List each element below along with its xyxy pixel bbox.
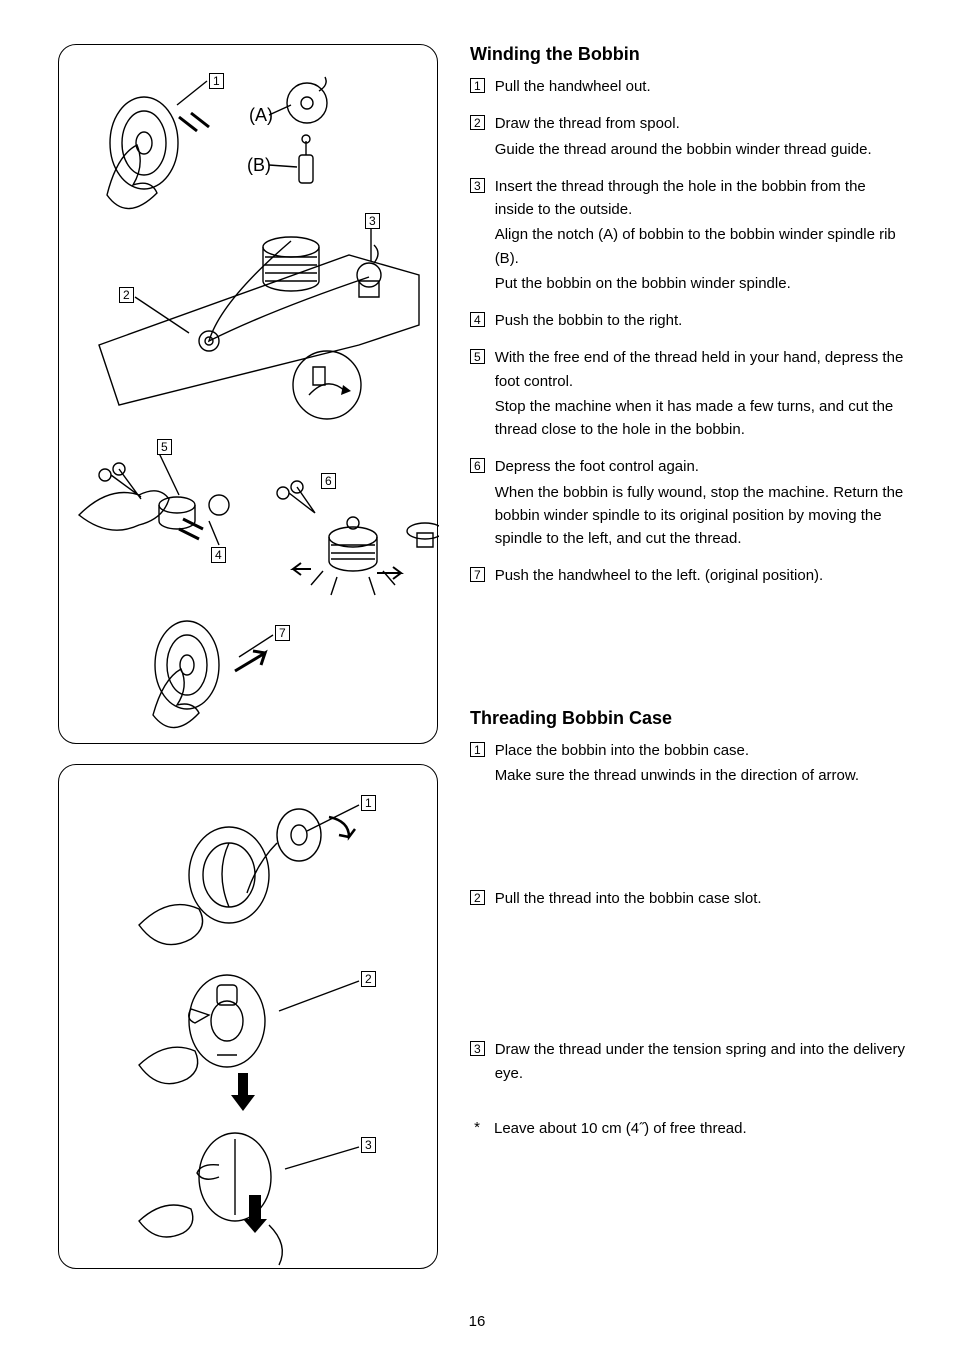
right-column: Winding the Bobbin 1 Pull the handwheel … bbox=[470, 44, 906, 1328]
step-text: Pull the handwheel out. bbox=[495, 75, 651, 98]
step-text: Depress the foot control again. When the… bbox=[495, 455, 906, 550]
step-text: Push the handwheel to the left. (origina… bbox=[495, 564, 824, 587]
step-text: Draw the thread from spool. Guide the th… bbox=[495, 112, 872, 161]
callout-5: 5 bbox=[157, 439, 172, 455]
step-text: Insert the thread through the hole in th… bbox=[495, 175, 906, 295]
note-mark: * bbox=[470, 1120, 484, 1135]
page-number: 16 bbox=[0, 1313, 954, 1330]
step-num: 2 bbox=[470, 890, 485, 905]
annotation-A: (A) bbox=[249, 105, 273, 126]
diagram-winding-svg bbox=[59, 45, 439, 745]
step-text: Pull the thread into the bobbin case slo… bbox=[495, 887, 762, 910]
step-6: 6 Depress the foot control again. When t… bbox=[470, 455, 906, 550]
callout-7: 7 bbox=[275, 625, 290, 641]
step-note: * Leave about 10 cm (4˝) of free thread. bbox=[470, 1117, 906, 1140]
section-threading-bobbin-case: Threading Bobbin Case 1 Place the bobbin… bbox=[470, 708, 906, 1141]
note-text: Leave about 10 cm (4˝) of free thread. bbox=[494, 1117, 747, 1140]
diagram-threading-bobbin-case: 1 2 3 bbox=[58, 764, 438, 1269]
callout-b3: 3 bbox=[361, 1137, 376, 1153]
step-4: 4 Push the bobbin to the right. bbox=[470, 309, 906, 332]
step-num: 6 bbox=[470, 458, 485, 473]
step-b2: 2 Pull the thread into the bobbin case s… bbox=[470, 887, 906, 910]
diagram-threading-svg bbox=[59, 765, 439, 1270]
callout-3: 3 bbox=[365, 213, 380, 229]
diagram-winding-bobbin: 1 (A) (B) 3 2 5 6 4 7 bbox=[58, 44, 438, 744]
callout-b2: 2 bbox=[361, 971, 376, 987]
step-2: 2 Draw the thread from spool. Guide the … bbox=[470, 112, 906, 161]
step-text: Place the bobbin into the bobbin case. M… bbox=[495, 739, 859, 788]
step-num: 1 bbox=[470, 742, 485, 757]
callout-b1: 1 bbox=[361, 795, 376, 811]
step-5: 5 With the free end of the thread held i… bbox=[470, 346, 906, 441]
section1-steps: 1 Pull the handwheel out. 2 Draw the thr… bbox=[470, 75, 906, 588]
step-num: 5 bbox=[470, 349, 485, 364]
step-num: 7 bbox=[470, 567, 485, 582]
callout-2: 2 bbox=[119, 287, 134, 303]
step-num: 3 bbox=[470, 1041, 485, 1056]
section-winding-bobbin: Winding the Bobbin 1 Pull the handwheel … bbox=[470, 44, 906, 588]
section2-title: Threading Bobbin Case bbox=[470, 708, 906, 729]
step-7: 7 Push the handwheel to the left. (origi… bbox=[470, 564, 906, 587]
section1-title: Winding the Bobbin bbox=[470, 44, 906, 65]
step-text: Draw the thread under the tension spring… bbox=[495, 1038, 906, 1085]
step-num: 4 bbox=[470, 312, 485, 327]
step-num: 2 bbox=[470, 115, 485, 130]
callout-1: 1 bbox=[209, 73, 224, 89]
callout-6: 6 bbox=[321, 473, 336, 489]
step-3: 3 Insert the thread through the hole in … bbox=[470, 175, 906, 295]
callout-4: 4 bbox=[211, 547, 226, 563]
section2-steps: 1 Place the bobbin into the bobbin case.… bbox=[470, 739, 906, 788]
annotation-B: (B) bbox=[247, 155, 271, 176]
step-b3: 3 Draw the thread under the tension spri… bbox=[470, 1038, 906, 1085]
step-text: With the free end of the thread held in … bbox=[495, 346, 906, 441]
step-1: 1 Pull the handwheel out. bbox=[470, 75, 906, 98]
step-num: 3 bbox=[470, 178, 485, 193]
left-column: 1 (A) (B) 3 2 5 6 4 7 bbox=[58, 44, 438, 1328]
step-b1: 1 Place the bobbin into the bobbin case.… bbox=[470, 739, 906, 788]
step-text: Push the bobbin to the right. bbox=[495, 309, 683, 332]
step-num: 1 bbox=[470, 78, 485, 93]
